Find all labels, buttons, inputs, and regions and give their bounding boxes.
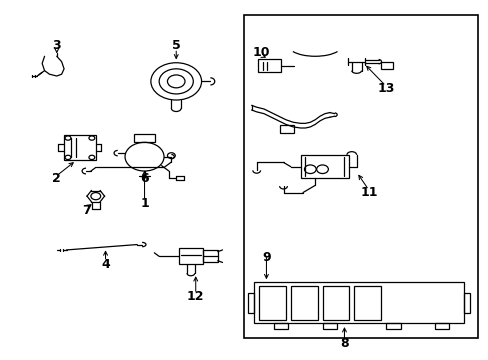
Bar bbox=[64, 135, 96, 160]
Text: 5: 5 bbox=[171, 39, 180, 52]
Bar bbox=[248, 293, 254, 313]
Bar bbox=[259, 286, 285, 320]
Bar bbox=[203, 250, 217, 262]
Bar bbox=[244, 15, 477, 338]
Text: 1: 1 bbox=[140, 197, 149, 210]
Text: 12: 12 bbox=[186, 290, 204, 303]
Bar bbox=[322, 323, 336, 329]
Text: 9: 9 bbox=[262, 251, 270, 264]
Bar bbox=[273, 323, 288, 329]
Text: 6: 6 bbox=[140, 172, 148, 185]
Bar bbox=[385, 323, 400, 329]
Bar bbox=[254, 282, 463, 323]
Bar bbox=[300, 155, 348, 178]
Bar bbox=[290, 286, 317, 320]
Bar bbox=[134, 134, 155, 142]
Bar bbox=[463, 293, 469, 313]
Text: 2: 2 bbox=[52, 172, 61, 185]
Text: 11: 11 bbox=[359, 186, 377, 199]
Bar bbox=[257, 59, 281, 72]
Text: 8: 8 bbox=[340, 337, 348, 350]
Bar bbox=[322, 286, 348, 320]
Text: 4: 4 bbox=[101, 258, 110, 271]
Bar bbox=[178, 248, 203, 264]
Text: 10: 10 bbox=[252, 46, 270, 59]
Bar bbox=[280, 126, 293, 134]
Text: 13: 13 bbox=[376, 82, 394, 95]
Bar bbox=[434, 323, 448, 329]
Text: 7: 7 bbox=[81, 204, 90, 217]
Bar bbox=[380, 62, 392, 69]
Text: 3: 3 bbox=[52, 39, 61, 52]
Bar bbox=[353, 286, 380, 320]
